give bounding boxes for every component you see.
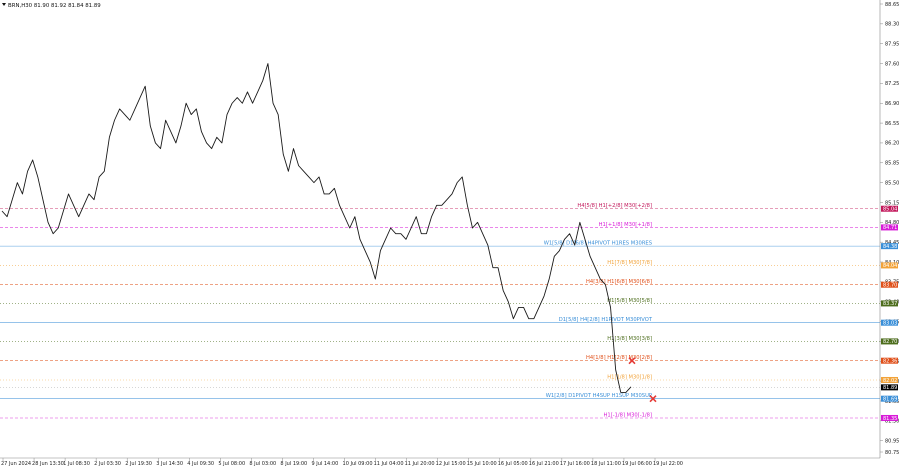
x-tick-label: 15 Jul 10:00 bbox=[467, 461, 497, 467]
level-price-badge bbox=[881, 319, 898, 326]
x-tick-label: 8 Jul 03:00 bbox=[249, 461, 276, 467]
y-tick-label: 85.50 bbox=[885, 180, 899, 186]
x-tick-label: 28 Jun 13:30 bbox=[32, 461, 64, 467]
level-price-text: 82.70 bbox=[883, 339, 897, 345]
level-price-badge bbox=[881, 262, 898, 269]
level-lines-layer: H4[5/8] H1[+2/8] M30[+2/8] H1[+1/8] M30[+… bbox=[0, 203, 880, 418]
level-price-text: 85.04 bbox=[883, 207, 897, 213]
y-tick-label: 80.75 bbox=[885, 450, 899, 456]
level-price-badge bbox=[881, 395, 898, 402]
x-marker-icon bbox=[628, 357, 636, 365]
y-tick-label: 85.85 bbox=[885, 161, 899, 167]
dropdown-triangle-icon[interactable] bbox=[2, 3, 6, 6]
level-price-badge bbox=[881, 376, 898, 383]
x-tick-label: 18 Jul 11:00 bbox=[591, 461, 621, 467]
price-series-line bbox=[1, 63, 632, 393]
level-price-badge bbox=[881, 281, 898, 288]
level-price-badge bbox=[881, 224, 898, 231]
x-tick-label: 2 Jul 03:30 bbox=[94, 461, 121, 467]
level-label: D1[5/8] H4[2/8] H1PIVOT M30PIVOT bbox=[559, 317, 653, 323]
level-price-text: 84.04 bbox=[883, 263, 897, 269]
marker-layer bbox=[628, 357, 657, 403]
x-tick-label: 10 Jul 09:00 bbox=[343, 461, 373, 467]
level-label: H4[1/8] H1[2/8] M30[2/8] bbox=[586, 355, 652, 361]
level-price-text: 84.38 bbox=[883, 244, 897, 250]
x-tick-label: 8 Jul 19:00 bbox=[280, 461, 307, 467]
x-marker-icon bbox=[649, 395, 657, 403]
y-tick-label: 81.65 bbox=[885, 399, 899, 405]
level-price-badge bbox=[881, 414, 898, 421]
y-tick-label: 80.95 bbox=[885, 438, 899, 444]
x-tick-label: 27 Jun 2024 bbox=[1, 461, 31, 467]
x-tick-label: 19 Jul 22:00 bbox=[653, 461, 683, 467]
level-label: H1[3/8] M30[3/8] bbox=[607, 336, 652, 342]
current-price-badge bbox=[881, 384, 898, 391]
level-price-badge bbox=[881, 300, 898, 307]
level-label: H1[+1/8] M30[+1/8] bbox=[599, 222, 652, 228]
level-label: H4[5/8] H1[+2/8] M30[+2/8] bbox=[577, 203, 652, 209]
level-label: H1[-1/8] M30[-1/8] bbox=[604, 412, 652, 418]
level-price-text: 83.70 bbox=[883, 283, 897, 289]
level-price-text: 83.03 bbox=[883, 321, 897, 327]
symbol-text: BRN,H30 81.90 81.92 81.84 81.89 bbox=[8, 3, 101, 9]
level-price-badge bbox=[881, 205, 898, 212]
y-tick-label: 88.30 bbox=[885, 22, 899, 28]
x-tick-label: 17 Jul 16:00 bbox=[560, 461, 590, 467]
level-price-badge bbox=[881, 357, 898, 364]
y-tick-label: 86.90 bbox=[885, 101, 899, 107]
x-tick-label: 11 Jul 20:00 bbox=[405, 461, 435, 467]
x-tick-label: 3 Jul 14:30 bbox=[156, 461, 183, 467]
y-tick-label: 86.20 bbox=[885, 141, 899, 147]
price-line-layer bbox=[1, 63, 632, 393]
x-tick-label: 16 Jul 21:00 bbox=[529, 461, 559, 467]
y-tick-label: 87.95 bbox=[885, 41, 899, 47]
level-label: W1[2/8] D1PIVOT H4SUP H1SUP M30SUP bbox=[546, 393, 652, 399]
level-label: H1[7/8] M30[7/8] bbox=[607, 260, 652, 266]
y-tick-label: 85.15 bbox=[885, 200, 899, 206]
level-label: H1[1/8] M30[1/8] bbox=[607, 374, 652, 380]
y-tick-label: 81.30 bbox=[885, 419, 899, 425]
level-price-text: 81.69 bbox=[883, 396, 897, 402]
y-tick-label: 84.80 bbox=[885, 220, 899, 226]
y-tick-label: 87.25 bbox=[885, 81, 899, 87]
price-badges: 85.04 84.71 84.38 84.04 83.70 83.37 83.03 82.70… bbox=[881, 205, 898, 422]
level-label: W1[5/8] D1[6/8] H4PIVOT H1RES M30RES bbox=[544, 241, 652, 247]
level-price-badge bbox=[881, 338, 898, 345]
level-price-text: 82.36 bbox=[883, 358, 897, 364]
x-tick-label: 11 Jul 04:00 bbox=[374, 461, 404, 467]
level-price-text: 82.02 bbox=[883, 378, 897, 384]
current-price-text: 81.89 bbox=[883, 385, 897, 391]
y-tick-label: 87.60 bbox=[885, 61, 899, 67]
level-label: H1[5/8] M30[5/8] bbox=[607, 298, 652, 304]
level-label: H4[3/8] H1[6/8] M30[6/8] bbox=[586, 279, 652, 285]
x-tick-label: 16 Jul 05:00 bbox=[498, 461, 528, 467]
level-price-badge bbox=[881, 243, 898, 250]
level-price-text: 83.37 bbox=[883, 301, 897, 307]
x-tick-label: 1 Jul 08:30 bbox=[63, 461, 90, 467]
x-tick-label: 19 Jul 06:00 bbox=[622, 461, 652, 467]
y-tick-label: 86.55 bbox=[885, 121, 899, 127]
level-price-text: 84.71 bbox=[883, 225, 897, 231]
x-tick-label: 5 Jul 08:00 bbox=[218, 461, 245, 467]
x-tick-label: 2 Jul 19:30 bbox=[125, 461, 152, 467]
y-tick-label: 84.45 bbox=[885, 240, 899, 246]
x-tick-label: 4 Jul 09:30 bbox=[187, 461, 214, 467]
y-tick-label: 88.65 bbox=[885, 2, 899, 8]
x-tick-label: 12 Jul 15:00 bbox=[436, 461, 466, 467]
x-tick-label: 9 Jul 14:00 bbox=[311, 461, 338, 467]
symbol-header: BRN,H30 81.90 81.92 81.84 81.89 bbox=[2, 3, 101, 9]
level-price-text: 81.35 bbox=[883, 416, 897, 422]
time-axis[interactable]: 27 Jun 2024 28 Jun 13:30 1 Jul 08:30 2 Jul … bbox=[1, 458, 683, 467]
